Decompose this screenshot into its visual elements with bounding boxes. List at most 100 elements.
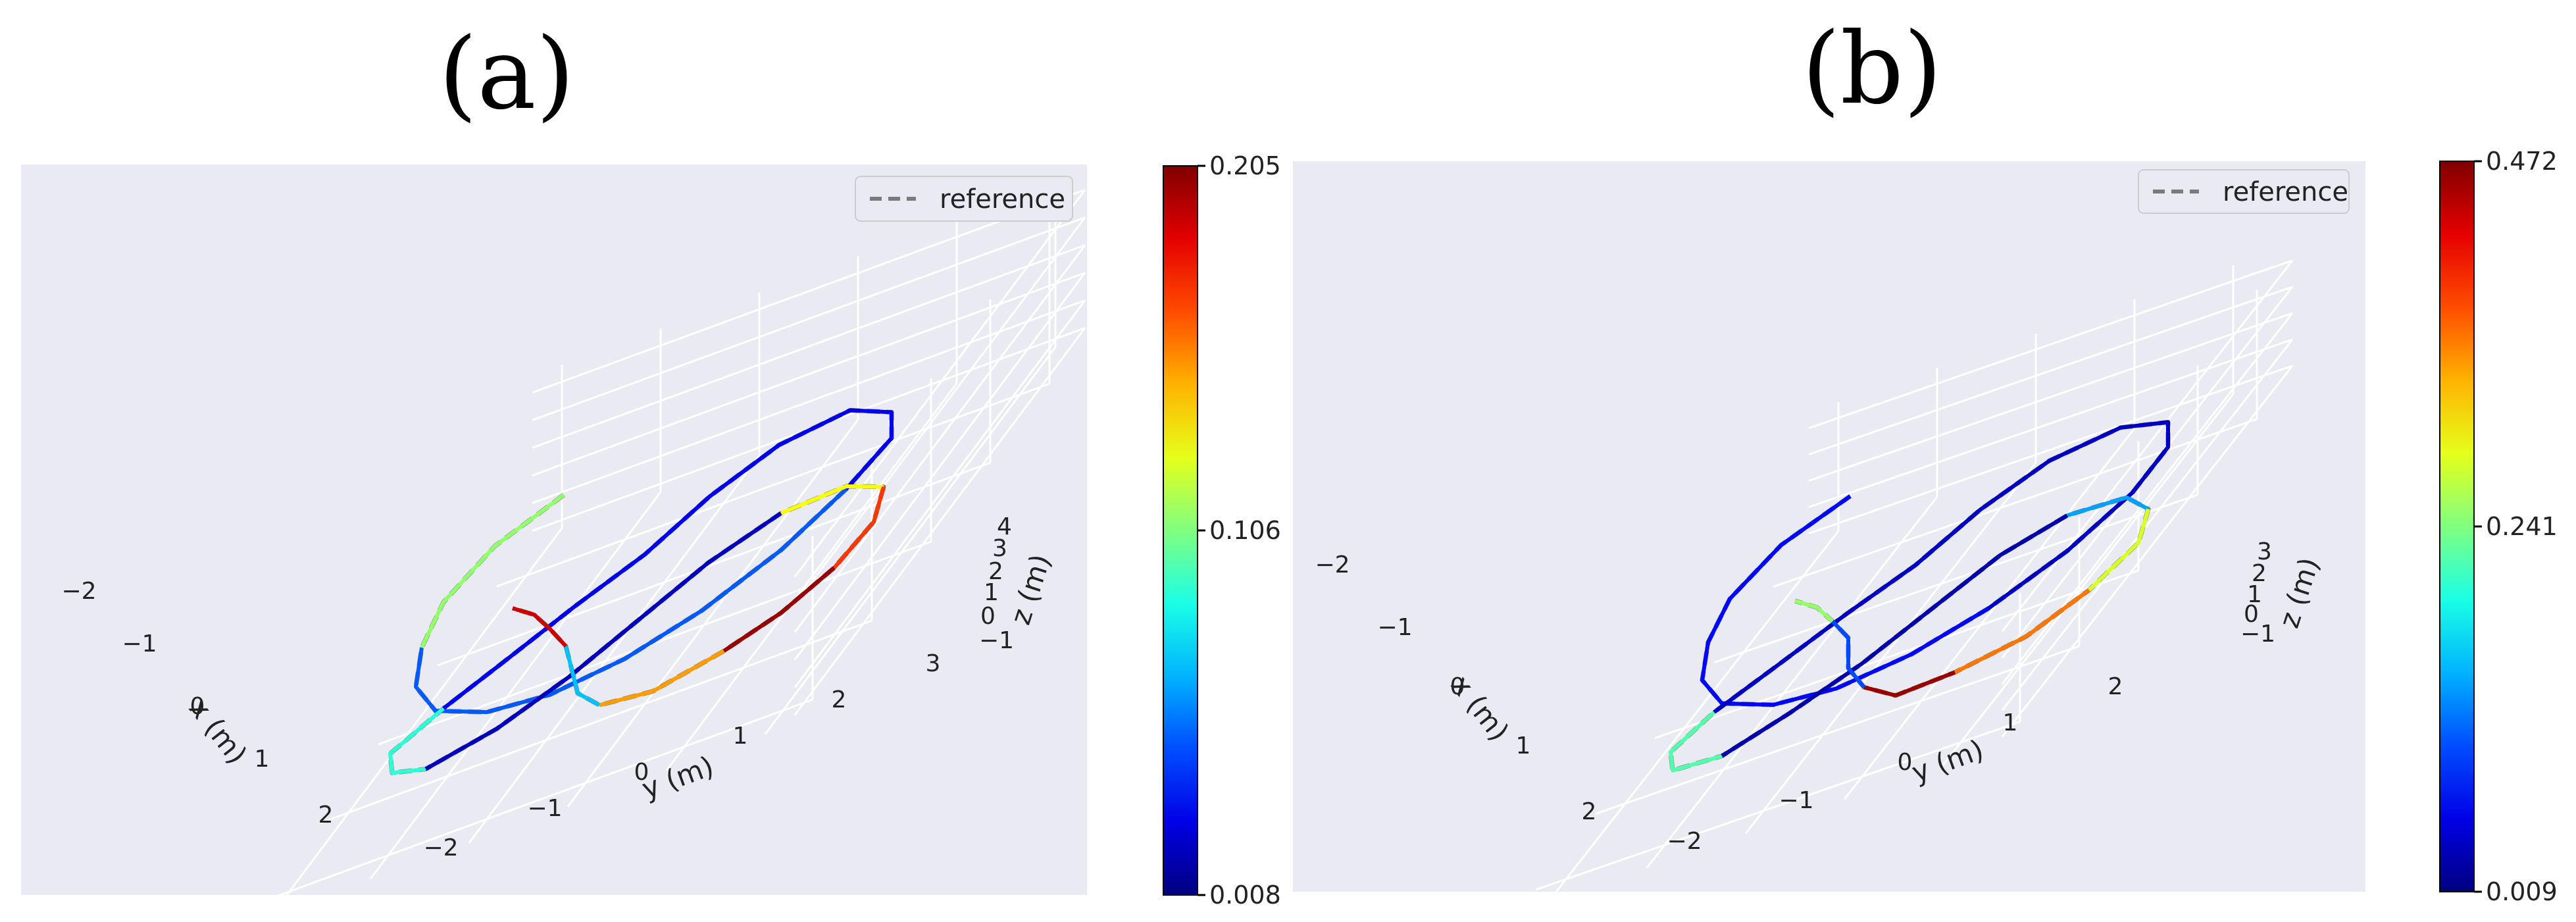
y-tick-label: −1: [527, 795, 562, 822]
grid-line: [794, 189, 1086, 578]
z-tick-label: −1: [2240, 621, 2275, 648]
estimated-trajectory-segment: [1794, 599, 1834, 623]
x-tick-label: 2: [318, 802, 334, 829]
grid-line: [2001, 312, 2294, 685]
grid-line: [1713, 494, 2198, 664]
grid-line: [369, 491, 662, 880]
grid-line: [270, 527, 563, 916]
x-tick-label: 0: [1450, 673, 1465, 700]
legend-box: [2138, 169, 2350, 214]
x-axis-label: x (m): [183, 692, 253, 770]
estimated-trajectory-segment: [388, 707, 445, 775]
y-axis-label: y (m): [1907, 733, 1988, 788]
legend-box: [855, 176, 1073, 222]
grid-line: [794, 217, 1086, 605]
estimated-trajectory-segment: [512, 606, 568, 648]
grid-line: [1808, 286, 2293, 456]
grid-line: [532, 299, 1086, 504]
estimated-trajectory-segment: [1669, 710, 1723, 773]
colorbar-a: [1163, 165, 1198, 896]
grid-line: [567, 419, 859, 807]
grid-line: [1808, 259, 2293, 430]
grid-line: [794, 327, 1086, 716]
colorbar-b: [2439, 161, 2475, 892]
grid-line: [1744, 462, 2037, 834]
z-tick-label: 3: [992, 535, 1007, 562]
z-tick-label: 3: [2257, 538, 2272, 565]
x-axis-label: x (m): [1445, 669, 1515, 747]
grid-line: [1808, 338, 2293, 509]
legend-reference-label: reference: [940, 184, 1065, 215]
x-tick-label: 2: [1582, 798, 1597, 825]
estimated-trajectory-segment: [424, 511, 782, 771]
z-tick-label: 0: [980, 603, 996, 630]
estimated-trajectory-segment: [722, 566, 836, 653]
estimated-trajectory-segment: [832, 486, 886, 569]
reference-trajectory: [1668, 420, 2171, 773]
x-tick-label: −2: [61, 578, 96, 605]
grid-line: [794, 244, 1086, 633]
y-tick-label: 0: [634, 759, 649, 786]
y-tick-label: 3: [926, 650, 941, 677]
grid-line: [318, 619, 872, 825]
grid-line: [794, 272, 1086, 661]
estimated-trajectory-segment: [2067, 495, 2150, 517]
estimated-trajectory-segment: [1713, 420, 2170, 714]
grid-line: [532, 217, 1086, 421]
y-tick-label: −1: [1779, 787, 1813, 814]
z-tick-label: 2: [988, 558, 1003, 585]
y-tick-label: 1: [733, 723, 748, 750]
estimated-trajectory-segment: [1863, 670, 1956, 698]
panel-a-plot-area: [21, 165, 1087, 895]
z-tick-label: 0: [2244, 601, 2259, 628]
z-tick-label: 1: [984, 579, 999, 606]
panel-a-title: (a): [438, 17, 575, 132]
grid-line: [1595, 645, 2080, 815]
grid-line: [468, 455, 761, 844]
estimated-trajectory-segment: [414, 488, 848, 714]
estimated-trajectory-segment: [420, 493, 565, 649]
estimated-trajectory-segment: [2087, 508, 2150, 592]
colorbar-tick-label: 0.009: [2486, 877, 2558, 906]
grid-line: [1536, 721, 2021, 891]
x-tick-label: −1: [1377, 614, 1412, 641]
panel-b-title: (b): [1802, 12, 1942, 126]
y-tick-label: 2: [832, 686, 847, 713]
grid-line: [532, 189, 1086, 394]
z-axis-label: z (m): [2273, 553, 2325, 632]
grid-line: [496, 382, 1050, 588]
panel-b-grid: [1536, 259, 2294, 903]
estimated-trajectory-segment: [599, 649, 725, 707]
estimated-trajectory-segment: [442, 408, 894, 710]
legend-reference-label: reference: [2223, 177, 2348, 207]
z-tick-label: 2: [2252, 560, 2267, 587]
x-tick-label: −1: [122, 630, 157, 657]
z-tick-label: 1: [2247, 581, 2262, 608]
y-tick-label: 0: [1898, 749, 1913, 776]
z-tick-label: −1: [979, 627, 1014, 654]
grid-line: [1808, 365, 2293, 535]
estimated-trajectory-segment: [1700, 494, 1990, 707]
grid-line: [259, 698, 813, 904]
z-axis-label: z (m): [1004, 550, 1057, 628]
grid-line: [437, 461, 991, 667]
x-tick-label: 1: [1516, 732, 1531, 759]
panel-a-grid: [259, 184, 1086, 916]
grid-line: [2001, 338, 2294, 711]
y-tick-label: −2: [1667, 828, 1702, 855]
grid-line: [794, 299, 1086, 688]
y-tick-label: 1: [2003, 709, 2018, 736]
colorbar-tick-label: 0.008: [1209, 881, 1281, 909]
y-tick-label: 2: [2108, 673, 2123, 700]
y-axis-label: y (m): [638, 750, 718, 805]
grid-line: [2001, 259, 2294, 632]
z-tick-label: 4: [997, 513, 1012, 540]
grid-line: [1547, 530, 1840, 903]
grid-line: [1773, 418, 2258, 588]
grid-line: [532, 244, 1086, 449]
estimated-trajectory-segment: [780, 484, 884, 515]
estimated-trajectory-segment: [1954, 588, 2090, 675]
grid-line: [764, 346, 1057, 735]
colorbar-tick-label: 0.241: [2486, 512, 2558, 541]
